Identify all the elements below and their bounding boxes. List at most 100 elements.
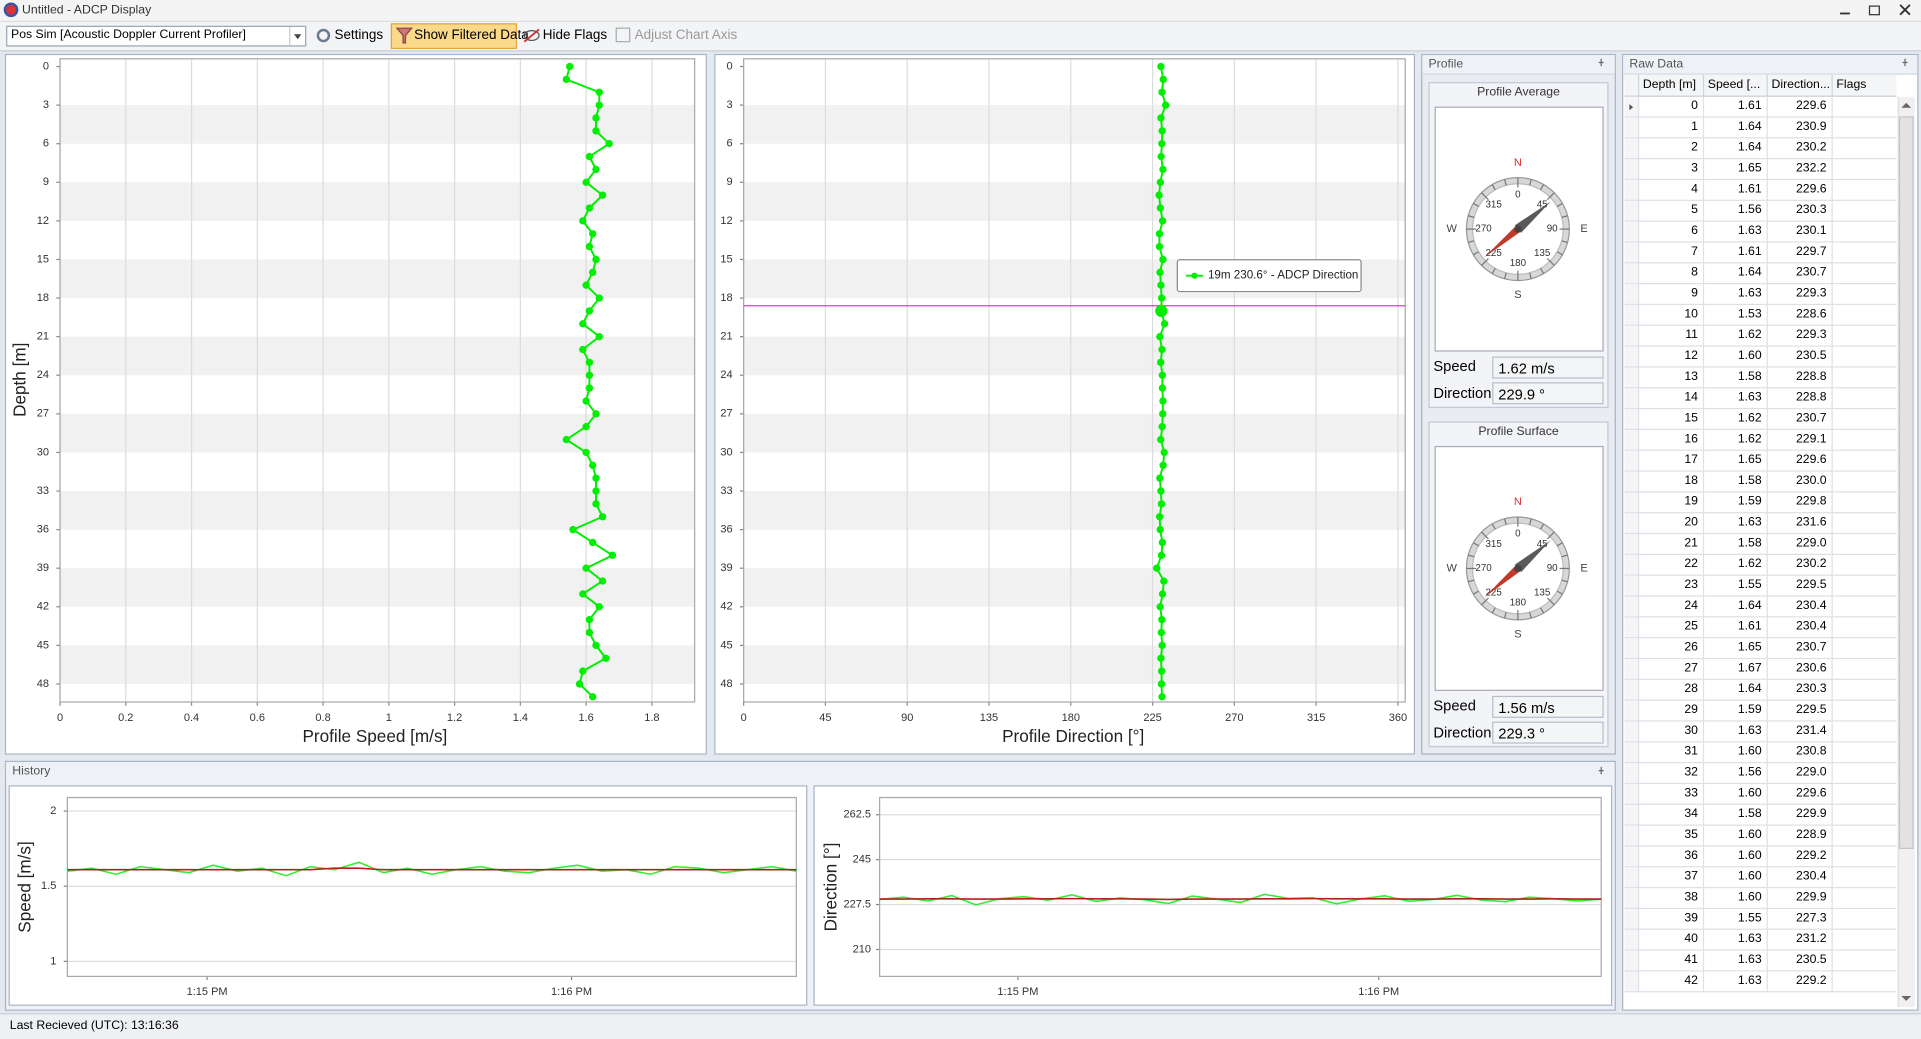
table-cell: 230.7 [1766, 638, 1832, 660]
table-cell: 229.6 [1766, 180, 1832, 201]
row-header-cell [1624, 388, 1638, 410]
flags-cell [1831, 784, 1897, 805]
table-cell: 33 [1637, 784, 1703, 805]
table-cell: 1.65 [1702, 638, 1767, 660]
row-header-cell [1624, 263, 1638, 285]
table-cell: 6 [1637, 221, 1703, 243]
table-cell: 227.3 [1766, 909, 1832, 930]
history-header: History [6, 762, 1599, 782]
flags-cell [1831, 638, 1897, 660]
source-text[interactable]: Pos Sim [Acoustic Doppler Current Profil… [11, 28, 246, 42]
row-header-cell [1624, 721, 1638, 743]
table-cell: 23 [1637, 575, 1703, 597]
speed-history-box [8, 785, 808, 1006]
row-header-cell [1624, 825, 1638, 847]
table-cell: 229.2 [1766, 971, 1832, 993]
table-cell: 13 [1637, 367, 1703, 389]
compass-title: Profile Average [1477, 85, 1560, 100]
flags-cell [1831, 430, 1897, 451]
table-cell: 21 [1637, 534, 1703, 555]
flags-cell [1831, 617, 1897, 639]
table-cell: 230.8 [1766, 742, 1832, 764]
table-cell: 230.5 [1766, 950, 1832, 972]
flags-cell [1831, 346, 1897, 368]
table-cell: 230.2 [1766, 138, 1832, 160]
table-cell: 229.6 [1766, 450, 1832, 472]
table-cell: 230.4 [1766, 867, 1832, 889]
row-header-cell [1624, 867, 1638, 889]
row-header-cell [1624, 700, 1638, 722]
settings-button[interactable]: Settings [334, 28, 384, 43]
flags-cell [1831, 742, 1897, 764]
column-header: Depth [m] [1637, 74, 1703, 97]
table-cell: 1.67 [1702, 659, 1767, 680]
row-header-cell [1624, 638, 1638, 660]
row-header-cell [1624, 159, 1638, 181]
table-cell: 1.63 [1702, 388, 1767, 410]
row-header-cell [1624, 492, 1638, 514]
row-header-cell [1624, 409, 1638, 431]
table-cell: 22 [1637, 554, 1703, 576]
table-cell: 29 [1637, 700, 1703, 722]
table-cell: 229.5 [1766, 575, 1832, 597]
table-cell: 2 [1637, 138, 1703, 160]
source-combo[interactable] [6, 25, 307, 47]
table-cell: 1.64 [1702, 596, 1767, 618]
row-header-cell [1624, 617, 1638, 639]
combo-arrow-box[interactable] [289, 26, 305, 46]
row-header-cell [1624, 888, 1638, 910]
table-cell: 230.3 [1766, 200, 1832, 222]
table-cell: 1.62 [1702, 430, 1767, 451]
table-cell: 230.9 [1766, 117, 1832, 139]
table-cell: 1.60 [1702, 888, 1767, 910]
row-header-cell [1624, 117, 1638, 139]
flags-cell [1831, 534, 1897, 555]
table-cell: 1.55 [1702, 575, 1767, 597]
table-cell: 36 [1637, 846, 1703, 868]
table-cell: 12 [1637, 346, 1703, 368]
table-cell: 42 [1637, 971, 1703, 993]
row-header-cell [1624, 971, 1638, 993]
table-cell: 1.64 [1702, 117, 1767, 139]
table-cell: 229.7 [1766, 242, 1832, 264]
flags-cell [1831, 513, 1897, 535]
compass-title: Profile Surface [1478, 425, 1559, 439]
table-cell: 1.63 [1702, 929, 1767, 951]
hide-flags-button[interactable]: Hide Flags [542, 28, 608, 43]
flags-cell [1831, 659, 1897, 680]
table-cell: 230.3 [1766, 679, 1832, 701]
direction-value: 229.3 ° [1492, 721, 1604, 744]
table-cell: 231.2 [1766, 929, 1832, 951]
table-cell: 34 [1637, 804, 1703, 826]
row-header-cell [1624, 679, 1638, 701]
table-cell: 0 [1637, 96, 1703, 118]
table-cell: 35 [1637, 825, 1703, 847]
speed-label: Speed [1433, 357, 1476, 375]
flags-cell [1831, 763, 1897, 785]
filtered-button[interactable]: Show Filtered Data [414, 28, 529, 43]
row-header-cell [1624, 804, 1638, 826]
table-cell: 1.61 [1702, 180, 1767, 201]
flags-cell [1831, 263, 1897, 285]
row-header-cell [1624, 96, 1638, 118]
row-header-cell [1624, 534, 1638, 555]
flags-cell [1831, 471, 1897, 493]
table-cell: 17 [1637, 450, 1703, 472]
table-cell: 1.60 [1702, 784, 1767, 805]
flags-cell [1831, 971, 1897, 993]
table-cell: 1 [1637, 117, 1703, 139]
table-cell: 1.59 [1702, 700, 1767, 722]
flags-cell [1831, 180, 1897, 201]
flags-cell [1831, 575, 1897, 597]
table-cell: 1.60 [1702, 867, 1767, 889]
flags-cell [1831, 117, 1897, 139]
table-cell: 27 [1637, 659, 1703, 680]
table-cell: 3 [1637, 159, 1703, 181]
row-header-cell [1624, 180, 1638, 201]
table-cell: 1.61 [1702, 96, 1767, 118]
table-cell: 1.63 [1702, 284, 1767, 306]
scroll-thumb[interactable] [1898, 116, 1914, 849]
row-header-cell [1624, 513, 1638, 535]
table-cell: 18 [1637, 471, 1703, 493]
